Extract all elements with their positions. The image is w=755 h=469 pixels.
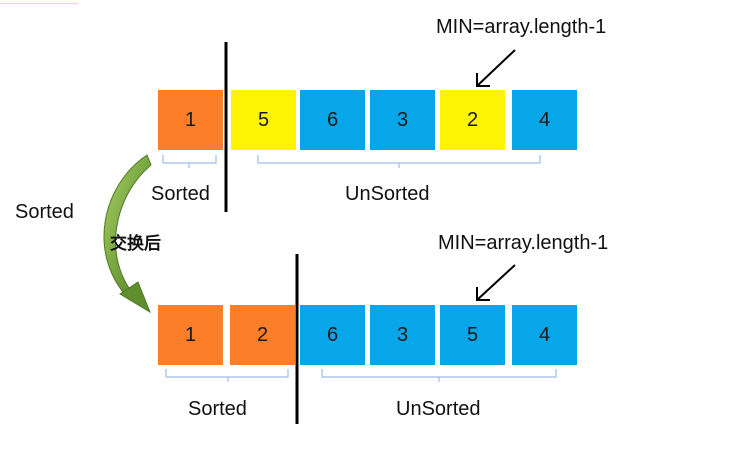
before-min-arrow: [476, 49, 516, 87]
before-cell-4: 3: [370, 90, 435, 150]
after-sorted-label: Sorted: [188, 398, 247, 420]
after-cell-6: 4: [512, 305, 577, 365]
before-cell-2: 5: [231, 90, 296, 150]
before-cell-3: 6: [300, 90, 365, 150]
after-cell-5: 5: [440, 305, 505, 365]
swap-label: 交换后: [110, 234, 161, 254]
before-cell-5: 2: [440, 90, 505, 150]
before-sorted-bracket: [162, 155, 217, 164]
before-sorted-label: Sorted: [151, 183, 210, 205]
after-unsorted-label: UnSorted: [396, 398, 481, 420]
before-unsorted-bracket: [257, 155, 541, 164]
after-sorted-bracket: [165, 369, 289, 378]
after-cell-4: 3: [370, 305, 435, 365]
transition-side-label: Sorted: [15, 201, 74, 223]
before-min-label: MIN=array.length-1: [436, 16, 607, 38]
before-cell-6: 4: [512, 90, 577, 150]
before-cell-1: 1: [158, 90, 223, 150]
before-unsorted-label: UnSorted: [345, 183, 430, 205]
after-cell-3: 6: [300, 305, 365, 365]
after-unsorted-bracket: [321, 369, 557, 378]
after-cell-2: 2: [230, 305, 295, 365]
swap-curve-arrow: [103, 154, 152, 314]
after-min-label: MIN=array.length-1: [438, 232, 609, 254]
top-edge-line: [0, 3, 78, 4]
after-min-arrow: [476, 264, 516, 301]
after-cell-1: 1: [158, 305, 223, 365]
